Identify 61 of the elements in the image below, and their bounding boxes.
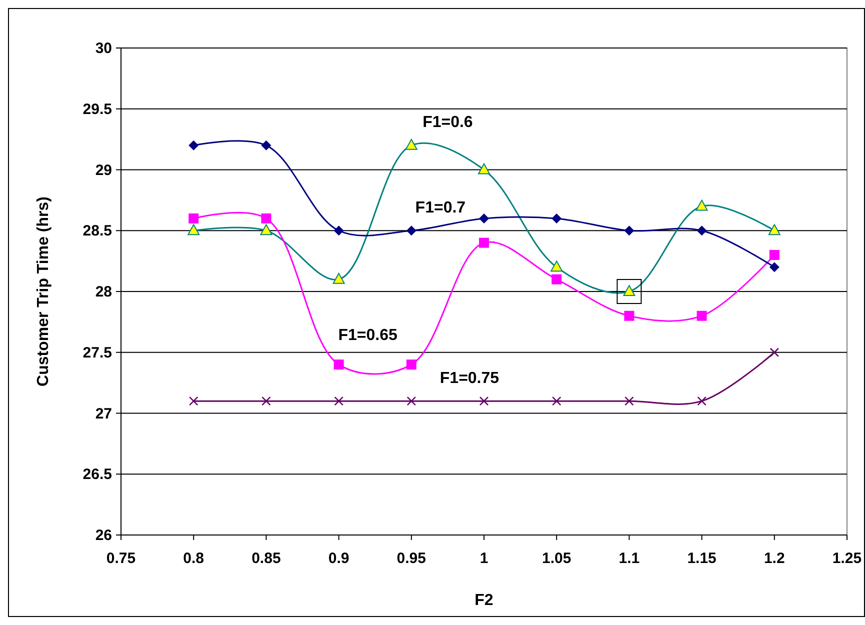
point xyxy=(406,226,416,236)
x-tick-label: 0.85 xyxy=(252,550,281,567)
point xyxy=(188,396,198,406)
y-tick-label: 30 xyxy=(95,40,112,57)
point xyxy=(624,226,634,236)
point xyxy=(624,396,634,406)
point xyxy=(770,348,780,358)
y-axis-title: Customer Trip Time (hrs) xyxy=(35,196,52,386)
series-label: F1=0.6 xyxy=(422,114,473,132)
point xyxy=(332,272,345,284)
x-tick-label: 1.15 xyxy=(687,550,716,567)
point xyxy=(769,250,780,260)
point xyxy=(552,213,562,224)
x-tick-label: 0.95 xyxy=(396,550,426,567)
point xyxy=(334,226,344,236)
y-tick-label: 29.5 xyxy=(82,100,112,118)
x-tick-label: 1.2 xyxy=(764,550,785,567)
point xyxy=(768,224,780,236)
point xyxy=(478,163,490,174)
point xyxy=(479,213,489,224)
point xyxy=(188,213,199,224)
point xyxy=(696,310,707,321)
y-tick-label: 29 xyxy=(95,162,112,179)
point xyxy=(769,262,780,272)
y-tick-label: 27 xyxy=(95,405,112,422)
series-label: F1=0.7 xyxy=(415,199,466,216)
point xyxy=(696,226,707,236)
x-tick-label: 0.9 xyxy=(328,550,350,567)
point xyxy=(261,213,272,224)
series-label: F1=0.65 xyxy=(338,327,398,344)
x-tick-label: 0.75 xyxy=(106,550,136,567)
point xyxy=(552,396,562,406)
point xyxy=(624,310,634,321)
y-tick-label: 28.5 xyxy=(82,222,112,240)
x-tick-label: 1.25 xyxy=(832,550,862,567)
point xyxy=(188,140,199,150)
point xyxy=(550,260,563,272)
x-axis-title: F2 xyxy=(474,592,494,609)
point xyxy=(334,396,344,406)
point xyxy=(260,224,272,236)
x-tick-label: 0.8 xyxy=(183,550,204,567)
y-tick-label: 28 xyxy=(95,284,112,300)
point xyxy=(696,200,708,211)
point xyxy=(334,360,344,370)
y-tick-label: 26 xyxy=(95,527,112,544)
series-label: F1=0.75 xyxy=(440,370,500,387)
point xyxy=(697,396,706,406)
x-tick-label: 1.1 xyxy=(618,550,640,567)
point xyxy=(552,274,562,284)
point xyxy=(406,360,416,370)
x-tick-label: 1.05 xyxy=(542,550,572,567)
y-tick-label: 27.5 xyxy=(82,344,112,362)
point xyxy=(479,238,489,248)
x-tick-label: 1 xyxy=(480,550,488,567)
point xyxy=(261,140,272,150)
point xyxy=(188,224,200,236)
point xyxy=(262,396,271,406)
point xyxy=(405,138,418,150)
point xyxy=(406,396,416,406)
y-tick-label: 26.5 xyxy=(82,466,112,484)
point xyxy=(479,396,489,406)
